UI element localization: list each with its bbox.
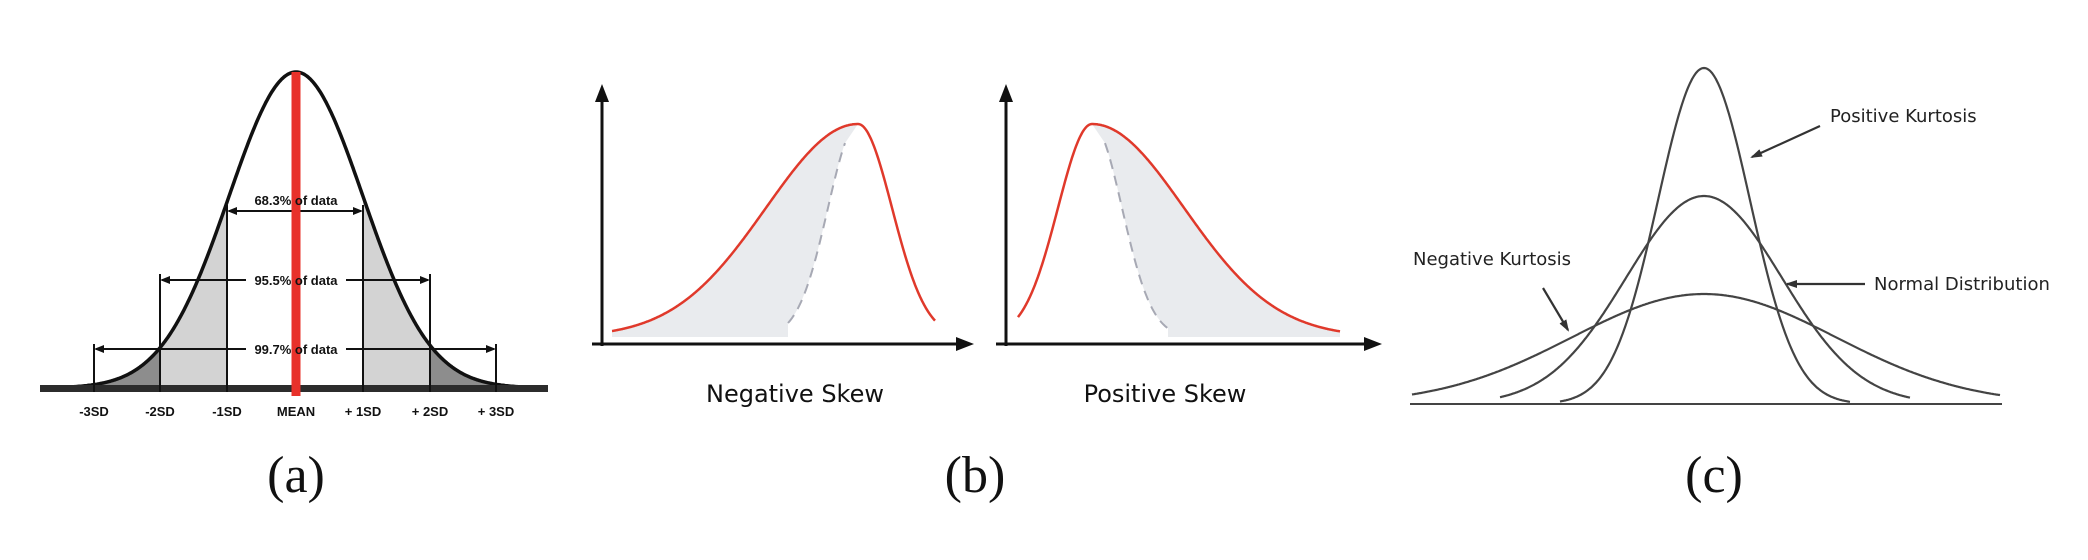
panel-b-caption: (b) [945,447,1006,504]
normal-distribution-curve [1499,194,1911,399]
positive-skew-curve [1016,122,1341,333]
tick-label-p1sd: + 1SD [345,404,382,419]
positive-kurtosis-label: Positive Kurtosis [1830,106,1977,127]
panel-c-kurtosis: Positive Kurtosis Normal Distribution Ne… [1410,66,2050,504]
range-label-99: 99.7% of data [254,342,338,357]
negative-skew-reference-curve [787,142,846,324]
positive-skew-reference-curve [1104,142,1169,330]
positive-skew-label: Positive Skew [1084,380,1247,408]
positive-kurtosis-curve [1559,66,1851,403]
tick-label-mean: MEAN [277,404,315,419]
range-label-95: 95.5% of data [254,273,338,288]
negative-skew-shade [612,124,858,337]
tail-shade-left [40,347,160,388]
tick-label-m3sd: -3SD [79,404,109,419]
panel-a-normal-distribution: 68.3% of data 95.5% of data 99.7% of dat… [40,70,548,504]
positive-kurtosis-pointer [1750,124,1821,159]
negative-kurtosis-curve [1411,292,2001,397]
tick-label-m2sd: -2SD [145,404,175,419]
tick-label-p2sd: + 2SD [412,404,449,419]
panel-b-skewness: Negative Skew Positive Skew (b) [592,84,1382,504]
panel-a-caption: (a) [267,447,325,504]
panel-c-caption: (c) [1685,447,1743,504]
range-label-68: 68.3% of data [254,193,338,208]
negative-kurtosis-pointer [1542,287,1570,332]
negative-kurtosis-label: Negative Kurtosis [1413,249,1571,270]
positive-skew-shade [1092,124,1340,337]
negative-skew-curve [611,122,936,333]
tail-shade-right [430,345,548,388]
tick-label-m1sd: -1SD [212,404,242,419]
normal-distribution-label: Normal Distribution [1874,274,2050,295]
tick-label-p3sd: + 3SD [478,404,515,419]
mid-shade-left [160,202,227,388]
negative-skew-label: Negative Skew [706,380,884,408]
